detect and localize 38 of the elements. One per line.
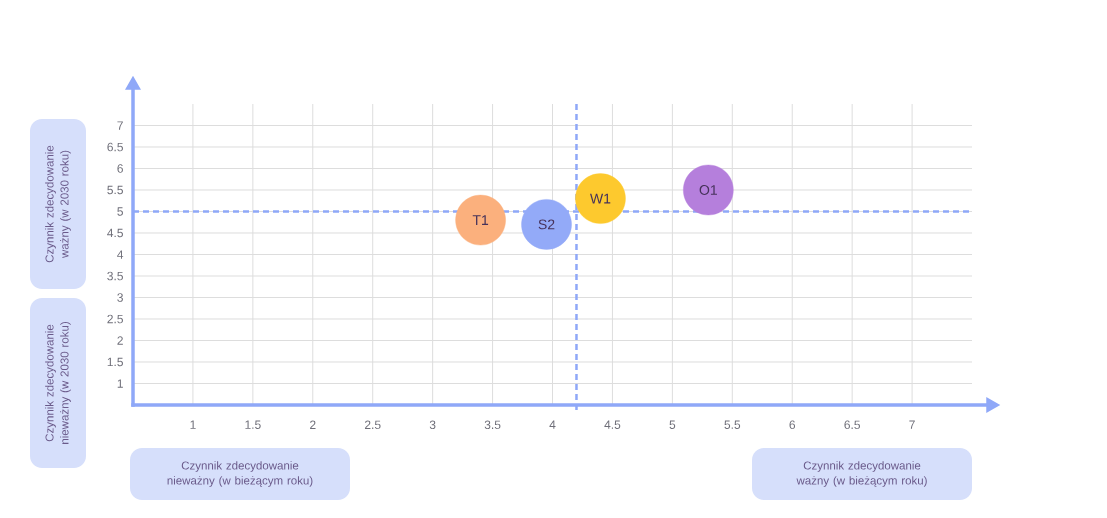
text: Czynnik zdecydowanie ważny (w bieżącym roku) [796,461,927,487]
x-tick-label: 1.5 [245,420,261,429]
annotation: W1 [590,193,611,204]
x-tick-label: 3.5 [484,420,501,430]
y-tick-label: 6.5 [107,142,123,152]
point [455,194,506,246]
y-tick-label: 2.5 [107,314,123,324]
y-tick-label: 1.5 [107,357,123,367]
y-tick-label: 2 [117,336,123,345]
y-tick-label: 5 [117,207,123,216]
y-tick-label: 6 [117,164,123,173]
x-tick-label: 6 [789,420,796,430]
y-tick-label: 7 [117,121,123,130]
x-tick-label: 2.5 [364,420,381,430]
x-tick-label: 4 [549,420,556,429]
x-tick-label: 5.5 [724,420,741,429]
x-tick-label: 7 [909,420,915,429]
x-tick-label: 5 [669,420,676,429]
y-tick-label: 4 [117,250,124,259]
text: Czynnik zdecydowanie ważny (w 2030 roku) [45,145,71,263]
point [521,199,572,250]
y-tick-label: 4.5 [107,228,123,238]
x-tick-label: 3 [429,420,436,430]
annotation: S2 [538,219,555,230]
x-tick-label: 2 [310,420,316,429]
text: Czynnik zdecydowanie nieważny (w 2030 roku) [45,322,71,444]
y-tick-label: 3 [117,293,123,302]
y-tick-label: 5.5 [107,185,123,195]
annotation: T1 [472,215,489,225]
x-tick-label: 1 [190,420,196,429]
point [575,173,626,224]
y-tick-label: 1 [117,379,123,388]
point [683,164,734,216]
text: Czynnik zdecydowanie nieważny (w bieżącym roku) [167,461,313,487]
x-tick-label: 4.5 [604,420,621,429]
x-tick-label: 6.5 [844,420,860,430]
annotation: O1 [699,185,717,195]
y-tick-label: 3.5 [107,271,123,281]
